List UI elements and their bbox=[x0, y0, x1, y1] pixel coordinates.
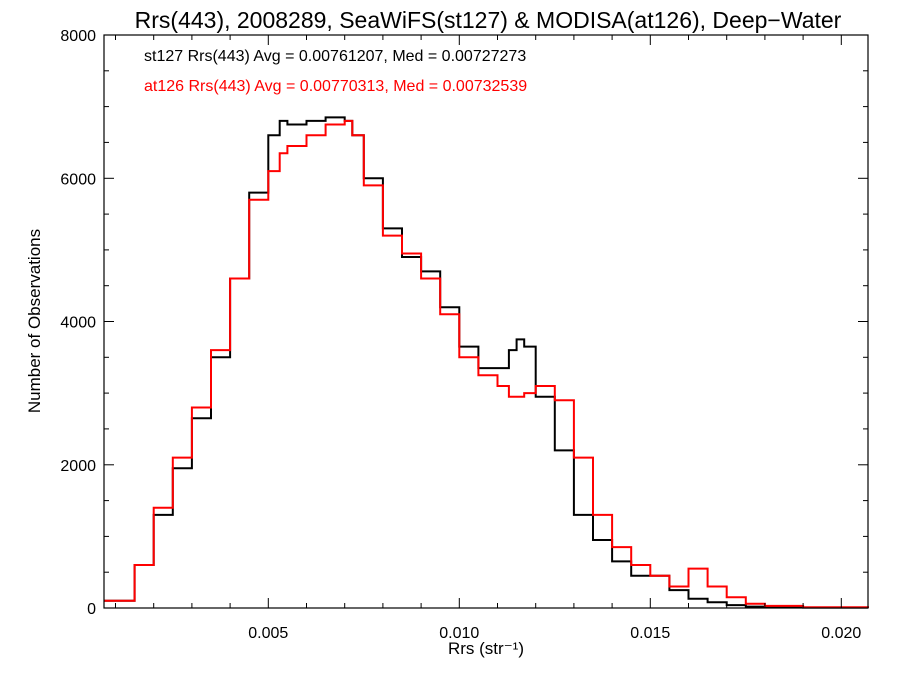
plot-frame bbox=[103, 34, 869, 609]
legend-entry-st127: st127 Rrs(443) Avg = 0.00761207, Med = 0… bbox=[144, 48, 526, 65]
y-tick-label: 0 bbox=[87, 601, 96, 618]
y-tick-label: 8000 bbox=[60, 28, 96, 45]
series-line-st127 bbox=[104, 116, 869, 609]
chart-title: Rrs(443), 2008289, SeaWiFS(st127) & MODI… bbox=[135, 7, 842, 33]
y-tick-label: 2000 bbox=[60, 458, 96, 475]
x-tick-label: 0.010 bbox=[439, 625, 479, 642]
x-tick-label: 0.020 bbox=[821, 625, 861, 642]
x-tick-label: 0.015 bbox=[630, 625, 670, 642]
x-tick-label: 0.005 bbox=[248, 625, 288, 642]
series-line-at126 bbox=[104, 119, 869, 609]
legend-entry-at126: at126 Rrs(443) Avg = 0.00770313, Med = 0… bbox=[144, 78, 527, 95]
y-tick-label: 6000 bbox=[60, 171, 96, 188]
x-axis-label: Rrs (str⁻¹) bbox=[448, 639, 524, 658]
series-layer bbox=[104, 116, 869, 609]
y-axis-label: Number of Observations bbox=[25, 229, 44, 413]
ticks-layer: 0.005 0.010 0.015 0.020 0 2000 4000 6000 8000 bbox=[60, 28, 868, 642]
y-tick-label: 4000 bbox=[60, 315, 96, 332]
